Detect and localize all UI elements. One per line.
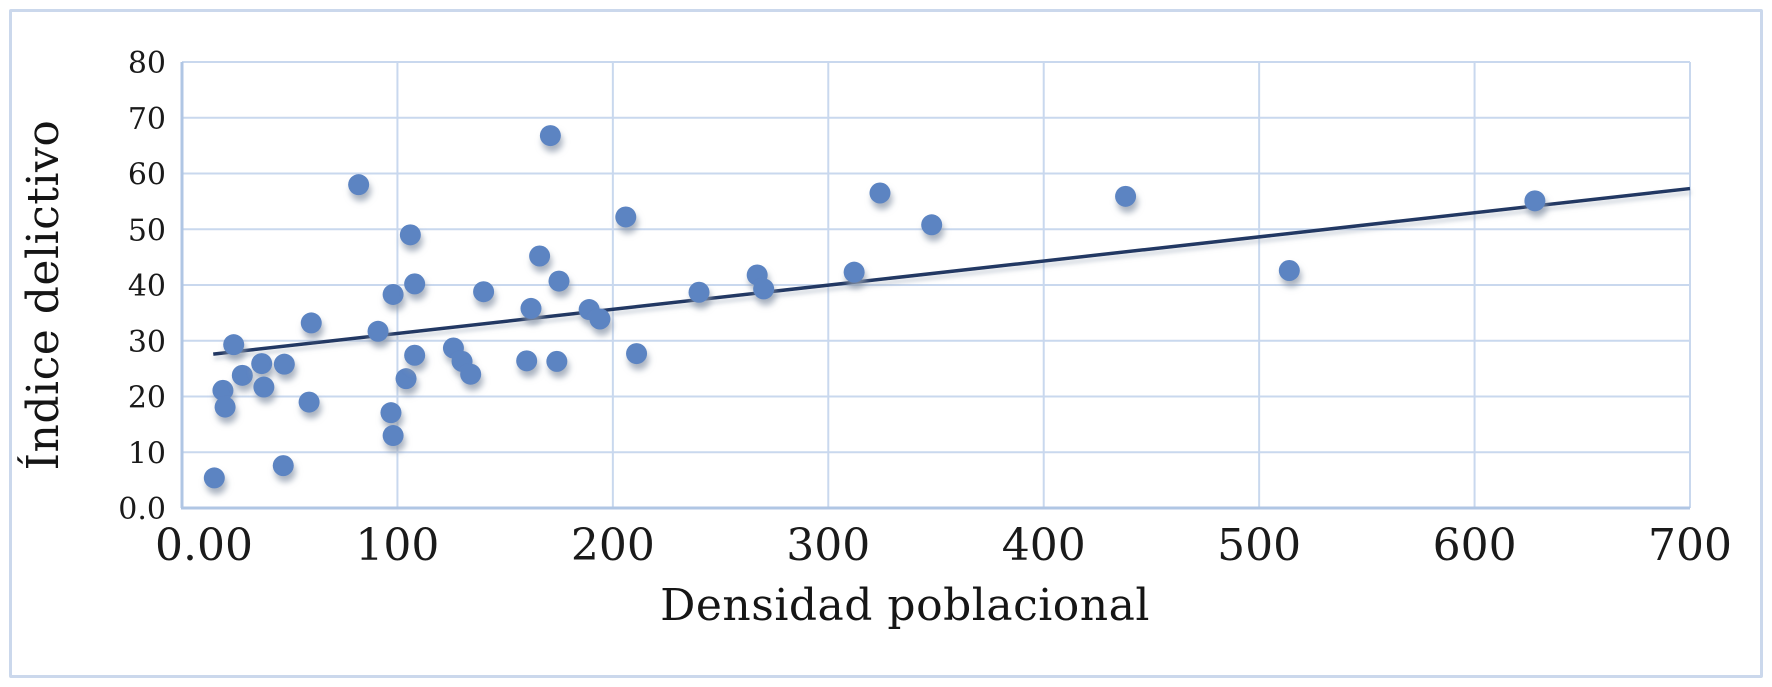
y-tick-label: 50 — [128, 213, 166, 248]
data-point — [516, 350, 538, 372]
x-tick-label: 600 — [1433, 520, 1517, 571]
data-point — [1278, 260, 1300, 282]
data-point — [688, 281, 710, 303]
y-tick-label: 30 — [128, 325, 166, 360]
data-point — [843, 261, 865, 283]
data-points — [203, 125, 1546, 489]
data-point — [272, 455, 294, 477]
data-point — [753, 278, 775, 300]
data-point — [203, 467, 225, 489]
data-point — [348, 174, 370, 196]
data-point — [404, 344, 426, 366]
trend-line — [213, 186, 1691, 356]
data-point — [231, 364, 253, 386]
data-point — [253, 376, 275, 398]
data-point — [251, 353, 273, 375]
data-point — [529, 245, 551, 267]
data-point — [1524, 190, 1546, 212]
data-point — [869, 182, 891, 204]
x-axis-title: Densidad poblacional — [660, 580, 1150, 631]
x-tick-label: 100 — [355, 520, 439, 571]
data-point — [548, 270, 570, 292]
x-tick-label: 0.00 — [155, 520, 253, 571]
data-point — [298, 391, 320, 413]
data-point — [212, 379, 234, 401]
x-tick-label: 300 — [786, 520, 870, 571]
data-point — [380, 402, 402, 424]
data-point — [473, 281, 495, 303]
data-point — [300, 312, 322, 334]
data-point — [615, 206, 637, 228]
x-tick-label: 400 — [1002, 520, 1086, 571]
data-point — [626, 343, 648, 365]
data-point — [214, 396, 236, 418]
data-point — [399, 224, 421, 246]
data-point — [546, 350, 568, 372]
data-point — [382, 283, 404, 305]
data-point — [520, 297, 542, 319]
y-tick-label: 0.0 — [118, 492, 166, 527]
y-axis-title: Índice delictivo — [18, 119, 69, 471]
x-tick-label: 500 — [1217, 520, 1301, 571]
axis-lines — [180, 62, 1690, 510]
trend-line-group — [213, 186, 1691, 356]
data-point — [223, 334, 245, 356]
y-tick-label: 70 — [128, 102, 166, 137]
y-tick-label: 60 — [128, 158, 166, 193]
y-tick-label: 10 — [128, 436, 166, 471]
data-point — [395, 368, 417, 390]
y-tick-label: 80 — [128, 46, 166, 81]
data-point — [921, 214, 943, 236]
y-tick-label: 20 — [128, 381, 166, 416]
data-point — [273, 353, 295, 375]
data-point — [460, 363, 482, 385]
y-tick-label: 40 — [128, 269, 166, 304]
data-point — [1115, 185, 1137, 207]
gridlines — [182, 61, 1691, 508]
x-tick-label: 700 — [1648, 520, 1732, 571]
tick-labels: 0.0 10 20 30 40 50 60 70 80 0.00 100 200 300 400 500 60… — [118, 46, 1732, 571]
data-point — [589, 308, 611, 330]
data-point — [382, 425, 404, 447]
x-tick-label: 200 — [571, 520, 655, 571]
data-point — [404, 273, 426, 295]
data-point — [367, 320, 389, 342]
data-point — [539, 125, 561, 147]
